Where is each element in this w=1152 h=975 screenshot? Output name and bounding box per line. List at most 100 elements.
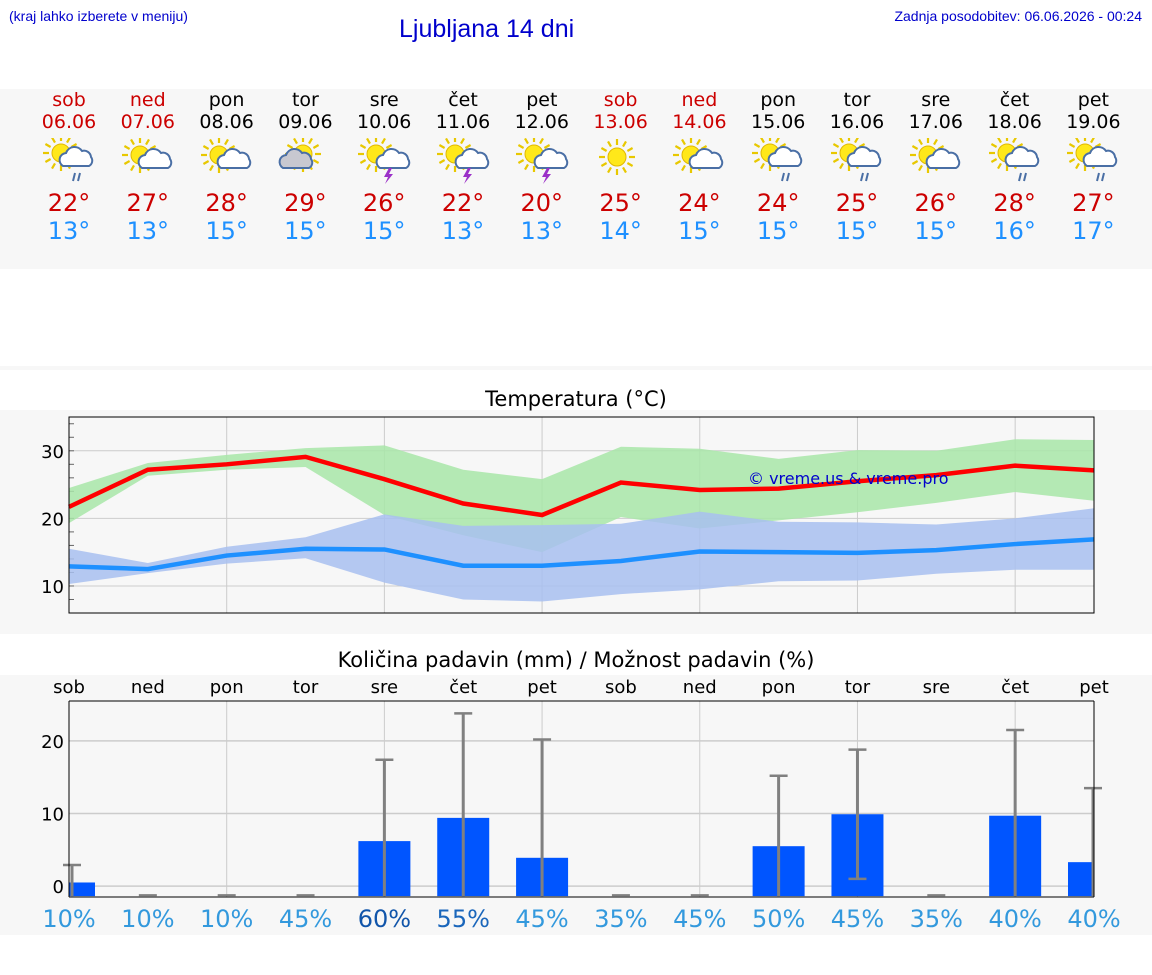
precip-x-label: sre — [923, 677, 950, 698]
day-date: 17.06 — [908, 111, 963, 133]
sun-cloud-grey-icon — [265, 138, 345, 186]
max-temp: 25° — [835, 189, 879, 217]
forecast-day: sob 06.06 22° 13° — [29, 89, 109, 245]
precip-bar — [69, 882, 95, 897]
day-name: sob — [603, 89, 638, 111]
precip-x-label: tor — [845, 677, 871, 698]
day-date: 12.06 — [514, 111, 569, 133]
precip-probability: 35% — [594, 905, 647, 933]
precip-probability: 35% — [910, 905, 963, 933]
sun-cloud-rain-icon — [29, 138, 109, 186]
day-name: tor — [843, 89, 871, 111]
sun-cloud-icon — [896, 138, 976, 186]
divider — [0, 366, 1152, 370]
precip-probability: 50% — [752, 905, 805, 933]
precip-probability: 45% — [831, 905, 884, 933]
precip-x-label: čet — [1001, 677, 1029, 698]
min-temp: 13° — [47, 217, 91, 245]
precip-x-label: ned — [683, 677, 717, 698]
precip-x-label: pon — [762, 677, 796, 698]
forecast-day: pet 19.06 27° 17° — [1053, 89, 1133, 245]
precip-x-label: pet — [1079, 677, 1109, 698]
day-date: 09.06 — [278, 111, 333, 133]
min-temp: 15° — [362, 217, 406, 245]
sun-cloud-rain-icon — [975, 138, 1055, 186]
sun-cloud-rain-icon — [1053, 138, 1133, 186]
sun-cloud-rain-icon — [817, 138, 897, 186]
max-temp: 24° — [756, 189, 800, 217]
max-temp: 22° — [47, 189, 91, 217]
sun-icon — [581, 138, 661, 186]
day-name: čet — [448, 89, 478, 111]
max-temp: 28° — [993, 189, 1036, 217]
max-temp-band — [69, 439, 1094, 553]
precip-probability: 10% — [121, 905, 174, 933]
max-temp: 28° — [205, 189, 248, 217]
day-date: 07.06 — [120, 111, 175, 133]
min-temp: 17° — [1072, 217, 1115, 245]
day-name: pet — [1077, 89, 1109, 111]
precip-x-label: ned — [131, 677, 165, 698]
min-temp: 16° — [993, 217, 1036, 245]
precip-x-label: sob — [53, 677, 85, 698]
day-name: sre — [921, 89, 951, 111]
precip-x-label: sob — [605, 677, 637, 698]
sun-cloud-rain-icon — [738, 138, 818, 186]
max-temp: 24° — [678, 189, 721, 217]
precip-probability: 40% — [1067, 905, 1120, 933]
day-date: 19.06 — [1066, 111, 1121, 133]
day-name: pon — [760, 89, 797, 111]
day-name: sre — [369, 89, 399, 111]
precip-probability: 45% — [515, 905, 568, 933]
day-date: 08.06 — [199, 111, 254, 133]
sun-storm-icon — [344, 138, 424, 186]
precip-probability: 45% — [673, 905, 726, 933]
precip-chart-title: Količina padavin (mm) / Možnost padavin … — [337, 648, 815, 672]
temp-y-tick: 10 — [41, 577, 64, 598]
day-name: ned — [681, 89, 718, 111]
max-temp: 27° — [1072, 189, 1115, 217]
precip-x-label: čet — [449, 677, 477, 698]
min-temp: 13° — [126, 217, 170, 245]
precip-probability: 60% — [358, 905, 411, 933]
precip-probability: 40% — [988, 905, 1041, 933]
precip-y-tick: 20 — [41, 732, 64, 753]
precip-probability: 55% — [437, 905, 490, 933]
day-date: 18.06 — [987, 111, 1042, 133]
precip-x-label: pon — [210, 677, 244, 698]
precip-bar — [1068, 862, 1094, 897]
max-temp: 26° — [362, 189, 406, 217]
temp-chart-title: Temperatura (°C) — [485, 387, 667, 411]
forecast-day: sre 17.06 26° 15° — [896, 89, 976, 245]
max-temp-line — [68, 454, 1095, 518]
min-temp: 15° — [205, 217, 248, 245]
max-temp: 29° — [284, 189, 327, 217]
min-temp: 15° — [756, 217, 800, 245]
min-temp: 15° — [914, 217, 958, 245]
min-temp: 13° — [441, 217, 485, 245]
page-title: Ljubljana 14 dni — [399, 15, 575, 43]
forecast-day: čet 11.06 22° 13° — [423, 89, 503, 245]
min-temp: 13° — [520, 217, 564, 245]
day-date: 15.06 — [750, 111, 806, 133]
precip-probability: 10% — [42, 905, 95, 933]
max-temp: 26° — [914, 189, 958, 217]
day-date: 14.06 — [672, 111, 727, 133]
day-name: pet — [526, 89, 558, 111]
min-temp-line — [68, 537, 1095, 572]
forecast-day: ned 07.06 27° 13° — [108, 89, 188, 245]
forecast-day: sre 10.06 26° 15° — [344, 89, 424, 245]
min-temp-band — [69, 508, 1094, 602]
forecast-day: tor 09.06 29° 15° — [265, 89, 345, 245]
temp-y-tick: 20 — [41, 509, 64, 530]
day-date: 10.06 — [356, 111, 412, 133]
min-temp: 15° — [284, 217, 327, 245]
max-temp: 22° — [441, 189, 485, 217]
day-name: sob — [52, 89, 86, 111]
day-date: 06.06 — [41, 111, 97, 133]
precip-x-label: tor — [293, 677, 319, 698]
region-hint: (kraj lahko izberete v meniju) — [9, 8, 188, 24]
forecast-strip — [0, 89, 1152, 269]
watermark: © vreme.us & vreme.pro — [748, 469, 949, 488]
min-temp: 15° — [678, 217, 721, 245]
